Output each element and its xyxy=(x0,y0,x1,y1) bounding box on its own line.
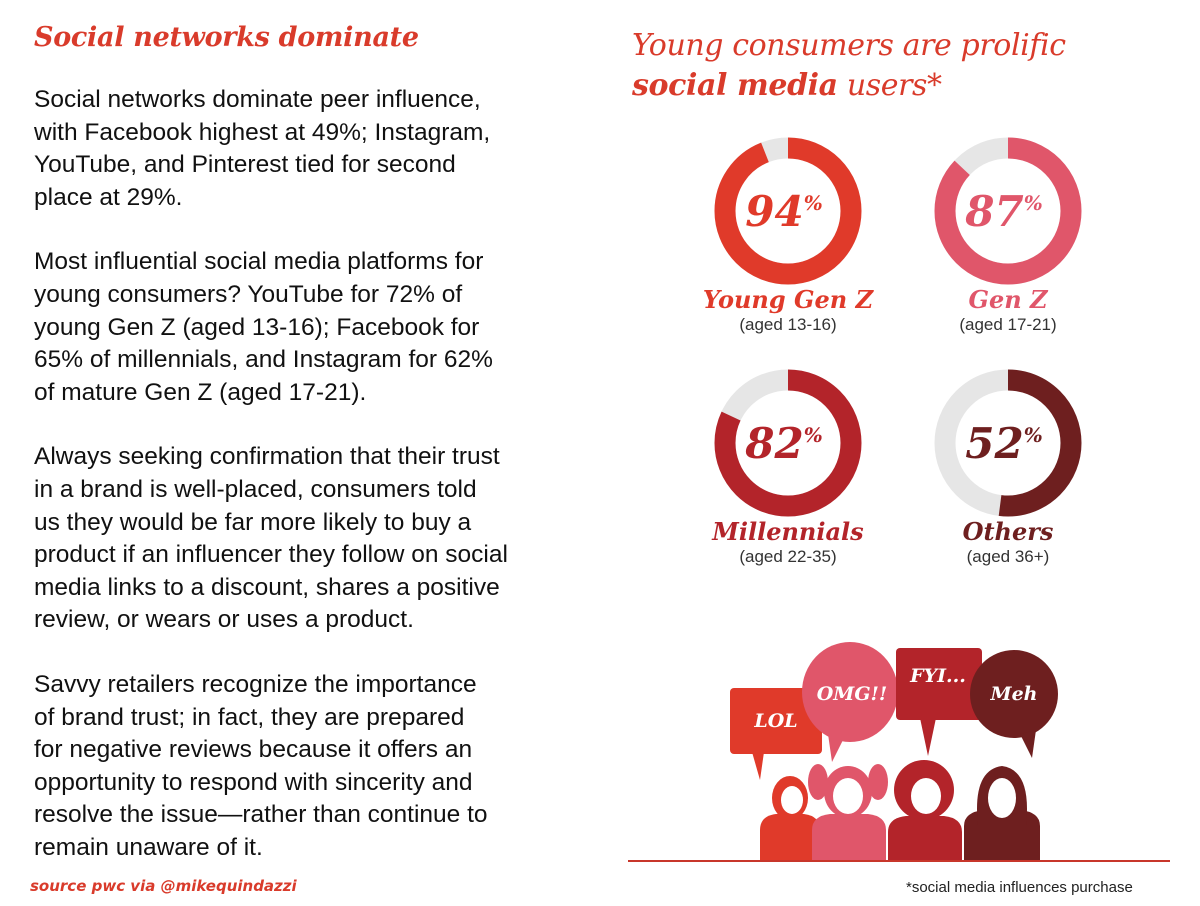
left-heading: Social networks dominate xyxy=(34,22,419,53)
donut-value-label: 94% xyxy=(745,187,822,236)
bubble-omg: OMG!! xyxy=(802,642,898,762)
series-subtitle: (aged 17-21) xyxy=(959,315,1057,334)
bubble-meh: Meh xyxy=(970,650,1058,758)
series-name: Young Gen Z xyxy=(702,285,874,314)
chart-title-line1: Young consumers are prolific xyxy=(632,28,1066,63)
donut-legend-label: Gen Z (aged 17-21) xyxy=(898,286,1118,336)
chart-title-rest: users* xyxy=(837,68,942,103)
donut-legend-label: Others (aged 36+) xyxy=(898,518,1118,568)
donut-value-label: 82% xyxy=(744,419,822,468)
donut-gen-z: 87% xyxy=(934,137,1082,285)
donut-millennials: 82% xyxy=(714,369,862,517)
donut-legend-label: Young Gen Z (aged 13-16) xyxy=(678,286,898,336)
donut-legend-label: Millennials (aged 22-35) xyxy=(678,518,898,568)
donut-arc xyxy=(934,369,1082,517)
chart-title: Young consumers are prolific social medi… xyxy=(632,26,1066,106)
baseline-divider xyxy=(628,860,1170,862)
series-name: Gen Z xyxy=(968,285,1048,314)
chart-title-bold: social media xyxy=(632,68,838,103)
bubble-omg-text: OMG!! xyxy=(817,683,888,705)
footnote: *social media influences purchase xyxy=(906,879,1133,896)
paragraph-1: Social networks dominate peer influence,… xyxy=(34,86,491,211)
donut-arc xyxy=(934,137,1082,285)
source-credit: source pwc via @mikequindazzi xyxy=(30,877,297,895)
donut-others: 52% xyxy=(934,369,1082,517)
donut-value-label: 87% xyxy=(964,187,1042,236)
chart-title-line2: social media users* xyxy=(632,66,1066,106)
series-subtitle: (aged 22-35) xyxy=(739,547,837,566)
bubble-fyi-text: FYI... xyxy=(909,665,966,687)
series-name: Others xyxy=(962,517,1054,546)
series-subtitle: (aged 13-16) xyxy=(739,315,837,334)
donut-value-label: 52% xyxy=(965,419,1042,468)
series-subtitle: (aged 36+) xyxy=(966,547,1050,566)
speech-bubbles-illustration: LOL OMG!! FYI... Meh xyxy=(730,642,1058,862)
paragraph-2: Most influential social media platforms … xyxy=(34,248,493,406)
person-1-icon xyxy=(760,776,820,862)
person-3-icon xyxy=(888,760,962,862)
paragraph-4: Savvy retailers recognize the importance… xyxy=(34,670,488,861)
left-paragraphs: Social networks dominate peer influence,… xyxy=(34,84,594,896)
paragraph-3: Always seeking confirmation that their t… xyxy=(34,443,508,634)
person-2-icon xyxy=(808,764,888,862)
donut-arc xyxy=(714,137,862,285)
person-4-icon xyxy=(964,766,1040,862)
bubble-meh-text: Meh xyxy=(990,683,1038,705)
bubble-lol: LOL xyxy=(730,688,822,780)
donut-arc xyxy=(714,369,862,517)
bubble-lol-text: LOL xyxy=(753,710,797,732)
donut-young-gen-z: 94% xyxy=(714,137,862,285)
series-name: Millennials xyxy=(712,517,864,546)
bubble-fyi: FYI... xyxy=(896,648,982,756)
